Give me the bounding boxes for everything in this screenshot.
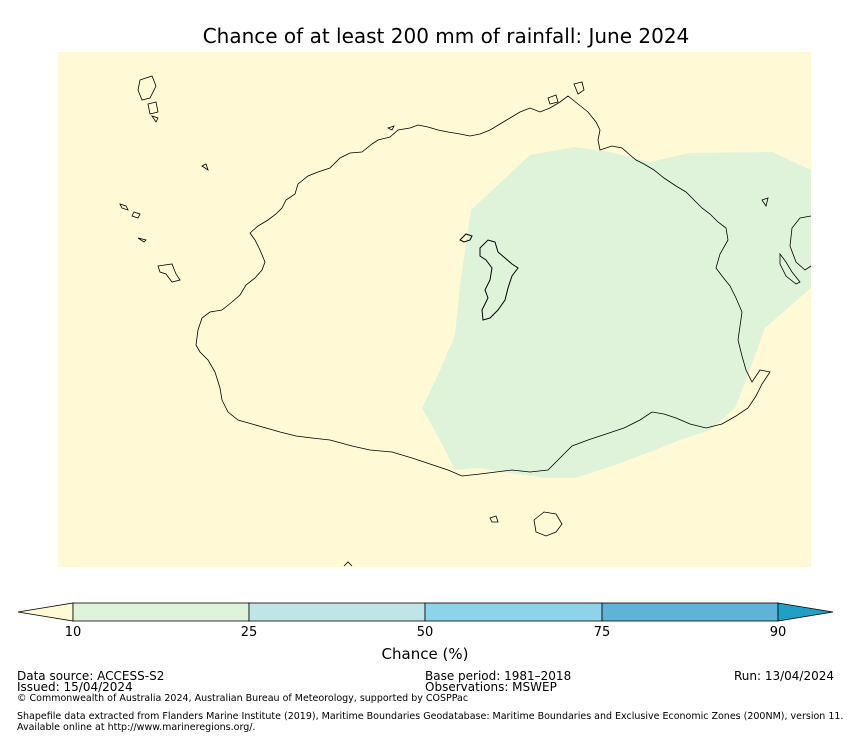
- colorbar-tick-10: 10: [64, 625, 82, 640]
- observations: Observations: MSWEP: [425, 680, 557, 694]
- land-coastline: [195, 95, 771, 477]
- eastern-island: [761, 197, 769, 207]
- colorbar-label: Chance (%): [381, 645, 469, 663]
- northern-island: [573, 81, 585, 95]
- colorbar-tick-25: 25: [240, 625, 258, 640]
- probability-area: [422, 147, 811, 478]
- shapefile-url: Available online at http://www.marinereg…: [17, 722, 256, 733]
- western-island: [157, 263, 181, 283]
- shapefile-credit: Shapefile data extracted from Flanders M…: [17, 711, 844, 722]
- base-period: Base period: 1981–2018: [425, 669, 572, 683]
- colorbar-extend-low: [17, 602, 74, 622]
- southern-island: [343, 561, 353, 567]
- colorbar-band-10-25: [72, 602, 250, 622]
- northern-island: [547, 94, 559, 105]
- colorbar: [17, 602, 834, 622]
- colorbar-extend-high: [777, 602, 834, 622]
- copyright: © Commonwealth of Australia 2024, Austra…: [17, 693, 469, 704]
- colorbar-band-25-50: [248, 602, 426, 622]
- colorbar-band-50-75: [424, 602, 603, 622]
- western-island: [137, 237, 147, 243]
- small-islet: [459, 233, 473, 243]
- data-source: Data source: ACCESS-S2: [17, 669, 165, 683]
- run-date: Run: 13/04/2024: [733, 669, 834, 683]
- eastern-island: [779, 252, 801, 285]
- center-island: [479, 239, 519, 321]
- western-island: [147, 101, 159, 115]
- southern-island: [533, 511, 563, 537]
- western-island: [137, 75, 157, 101]
- forecast-map: [58, 52, 812, 567]
- western-island: [201, 163, 209, 171]
- western-island: [119, 203, 129, 211]
- western-island: [131, 211, 141, 219]
- northern-island: [386, 125, 395, 131]
- chart-title: Chance of at least 200 mm of rainfall: J…: [202, 24, 690, 48]
- western-island: [151, 115, 159, 123]
- colorbar-band-75-90: [601, 602, 779, 622]
- colorbar-tick-90: 90: [769, 625, 787, 640]
- colorbar-tick-50: 50: [416, 625, 434, 640]
- southern-island: [489, 515, 499, 523]
- colorbar-tick-75: 75: [593, 625, 611, 640]
- eastern-island: [789, 215, 812, 271]
- issued-date: Issued: 15/04/2024: [17, 680, 133, 694]
